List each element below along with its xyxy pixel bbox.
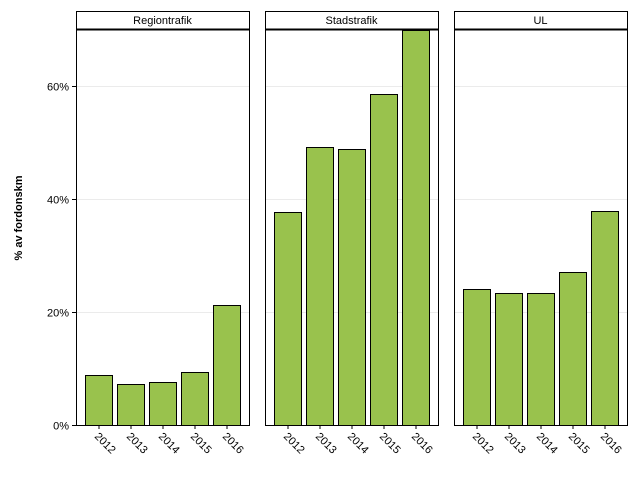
bar-ul-2015: [559, 272, 587, 426]
facet-panel: Regiontrafik 2012 2013 2014 2015 2016: [76, 11, 250, 457]
bar-ul-2016: [591, 211, 619, 426]
x-tick-label: 2014: [534, 431, 560, 457]
bar-ul-2013: [495, 293, 523, 426]
bar-regiontrafik-2016: [213, 305, 241, 426]
bar-stadstrafik-2013: [306, 147, 334, 426]
bar-regiontrafik-2015: [181, 372, 209, 426]
x-tick-label: 2016: [598, 431, 624, 457]
bar-stadstrafik-2015: [370, 94, 398, 426]
facet-label: Regiontrafik: [133, 15, 192, 27]
facet-label: UL: [533, 15, 547, 27]
facet-panel: Stadstrafik 2012 2013 2014 2015 2016: [265, 11, 439, 457]
bar-regiontrafik-2014: [149, 382, 177, 426]
y-tick-label: 60%: [47, 82, 69, 94]
facet-label: Stadstrafik: [326, 15, 378, 27]
x-tick-label: 2015: [188, 431, 214, 457]
x-tick-label: 2014: [345, 431, 371, 457]
bar-ul-2014: [527, 293, 555, 426]
y-tick-label: 0%: [53, 421, 69, 433]
x-tick-label: 2014: [156, 431, 182, 457]
x-tick-label: 2013: [313, 431, 339, 457]
y-tick-label: 40%: [47, 195, 69, 207]
bar-ul-2012: [463, 289, 491, 426]
y-axis: 0% 20% 40% 60%: [47, 82, 76, 433]
x-tick-label: 2013: [502, 431, 528, 457]
y-axis-title: % av fordonskm: [13, 175, 25, 260]
x-tick-label: 2012: [470, 431, 496, 457]
x-tick-label: 2015: [566, 431, 592, 457]
x-tick-label: 2012: [281, 431, 307, 457]
bar-stadstrafik-2014: [338, 149, 366, 426]
x-tick-label: 2013: [124, 431, 150, 457]
bar-regiontrafik-2012: [85, 375, 113, 426]
bar-regiontrafik-2013: [117, 384, 145, 426]
x-tick-label: 2016: [409, 431, 435, 457]
bar-stadstrafik-2016: [402, 30, 430, 426]
x-tick-label: 2015: [377, 431, 403, 457]
y-tick-label: 20%: [47, 308, 69, 320]
facet-panel: UL 2012 2013 2014 2015 2016: [454, 11, 628, 457]
x-tick-label: 2012: [92, 431, 118, 457]
bar-stadstrafik-2012: [274, 212, 302, 426]
x-tick-label: 2016: [220, 431, 246, 457]
